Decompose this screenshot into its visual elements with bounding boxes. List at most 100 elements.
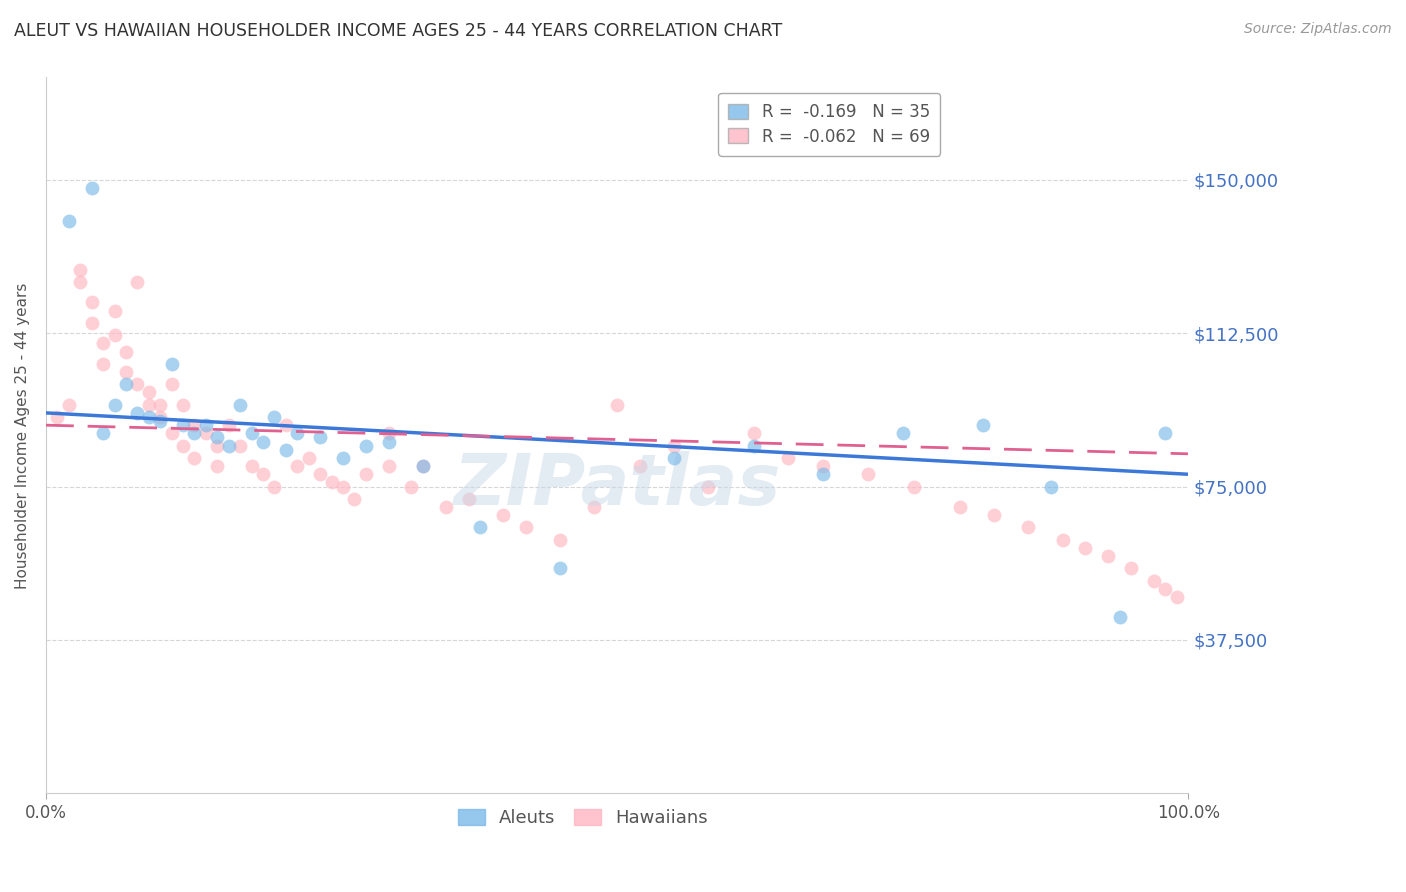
Point <box>548 533 571 547</box>
Point <box>149 409 172 424</box>
Point <box>811 467 834 482</box>
Point <box>115 365 138 379</box>
Point <box>354 467 377 482</box>
Point <box>583 500 606 514</box>
Point <box>1143 574 1166 588</box>
Point <box>1040 479 1063 493</box>
Point <box>742 426 765 441</box>
Point <box>949 500 972 514</box>
Point <box>1074 541 1097 555</box>
Point <box>80 295 103 310</box>
Point <box>91 426 114 441</box>
Point <box>1166 590 1188 604</box>
Point <box>46 409 69 424</box>
Point <box>218 439 240 453</box>
Point <box>354 439 377 453</box>
Point <box>103 328 125 343</box>
Point <box>172 418 194 433</box>
Point <box>80 181 103 195</box>
Point <box>263 409 285 424</box>
Point <box>160 426 183 441</box>
Point <box>1052 533 1074 547</box>
Point <box>662 450 685 465</box>
Point <box>298 450 321 465</box>
Point <box>778 450 800 465</box>
Point <box>274 418 297 433</box>
Point <box>309 467 332 482</box>
Point <box>903 479 925 493</box>
Point <box>194 426 217 441</box>
Point <box>628 459 651 474</box>
Point <box>401 479 423 493</box>
Point <box>207 430 229 444</box>
Point <box>240 426 263 441</box>
Point <box>983 508 1005 523</box>
Point <box>263 479 285 493</box>
Point <box>58 213 80 227</box>
Point <box>858 467 880 482</box>
Point <box>207 459 229 474</box>
Point <box>183 450 205 465</box>
Legend: Aleuts, Hawaiians: Aleuts, Hawaiians <box>450 802 716 834</box>
Point <box>252 434 274 449</box>
Point <box>127 377 149 392</box>
Point <box>343 491 366 506</box>
Point <box>274 442 297 457</box>
Text: ZIPatlas: ZIPatlas <box>453 451 780 520</box>
Point <box>115 344 138 359</box>
Point <box>138 398 160 412</box>
Point <box>58 398 80 412</box>
Point <box>91 357 114 371</box>
Point <box>138 385 160 400</box>
Point <box>332 450 354 465</box>
Point <box>742 439 765 453</box>
Point <box>891 426 914 441</box>
Point <box>468 520 491 534</box>
Point <box>183 418 205 433</box>
Point <box>309 430 332 444</box>
Point <box>332 479 354 493</box>
Text: ALEUT VS HAWAIIAN HOUSEHOLDER INCOME AGES 25 - 44 YEARS CORRELATION CHART: ALEUT VS HAWAIIAN HOUSEHOLDER INCOME AGE… <box>14 22 782 40</box>
Text: Source: ZipAtlas.com: Source: ZipAtlas.com <box>1244 22 1392 37</box>
Point <box>285 459 308 474</box>
Point <box>811 459 834 474</box>
Point <box>207 439 229 453</box>
Point <box>321 475 343 490</box>
Point <box>160 357 183 371</box>
Point <box>377 459 399 474</box>
Point <box>377 426 399 441</box>
Point <box>240 459 263 474</box>
Point <box>492 508 515 523</box>
Point <box>69 262 91 277</box>
Point <box>138 409 160 424</box>
Point <box>160 377 183 392</box>
Point <box>172 398 194 412</box>
Point <box>412 459 434 474</box>
Point <box>229 398 252 412</box>
Point <box>115 377 138 392</box>
Point <box>606 398 628 412</box>
Y-axis label: Householder Income Ages 25 - 44 years: Householder Income Ages 25 - 44 years <box>15 282 30 589</box>
Point <box>697 479 720 493</box>
Point <box>412 459 434 474</box>
Point <box>377 434 399 449</box>
Point <box>194 418 217 433</box>
Point <box>127 406 149 420</box>
Point <box>662 439 685 453</box>
Point <box>457 491 479 506</box>
Point <box>1017 520 1039 534</box>
Point <box>1097 549 1119 563</box>
Point <box>172 439 194 453</box>
Point <box>80 316 103 330</box>
Point <box>548 561 571 575</box>
Point <box>972 418 994 433</box>
Point <box>183 426 205 441</box>
Point <box>103 398 125 412</box>
Point <box>515 520 537 534</box>
Point <box>149 398 172 412</box>
Point <box>103 303 125 318</box>
Point <box>91 336 114 351</box>
Point <box>434 500 457 514</box>
Point <box>252 467 274 482</box>
Point <box>1154 426 1177 441</box>
